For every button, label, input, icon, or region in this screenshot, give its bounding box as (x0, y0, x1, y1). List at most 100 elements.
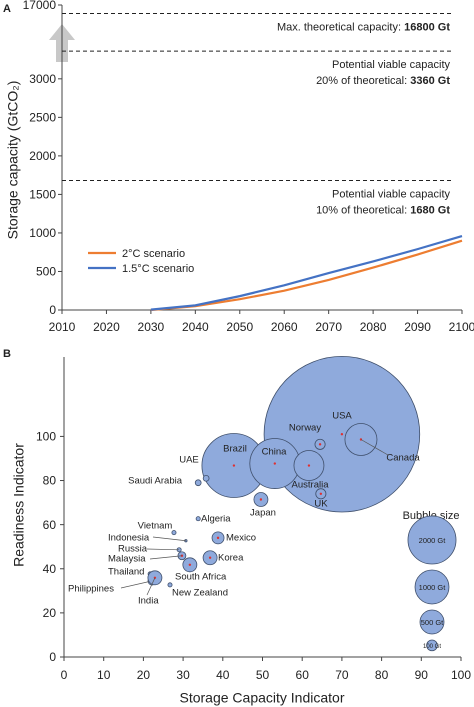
leader-line (146, 577, 156, 596)
bubble-center (232, 464, 236, 467)
y-tick-label: 3000 (29, 72, 56, 86)
y-tick-label: 2500 (29, 111, 56, 125)
size-legend-bubble (407, 515, 457, 565)
size-legend-label: 100 Gt (423, 644, 441, 650)
x-tick-label: 80 (375, 668, 389, 682)
bubble-center (307, 464, 311, 467)
x-tick-label: 0 (61, 668, 68, 682)
y-tick-label: 0 (49, 650, 56, 664)
leader-line (360, 439, 389, 456)
bubble-center (318, 443, 322, 446)
bubble-label: China (262, 447, 288, 458)
reference-annotation: 10% of theoretical: 1680 Gt (316, 204, 450, 216)
size-legend-bubble (419, 609, 445, 635)
bubble (171, 530, 177, 536)
bubble (167, 582, 173, 588)
bubble-label: Saudi Arabia (128, 476, 183, 487)
x-tick-label: 2090 (404, 320, 431, 334)
bubble-label: Brazil (223, 444, 247, 455)
x-tick-label: 2060 (271, 320, 298, 334)
size-legend-label: 500 Gt (421, 618, 444, 627)
y-tick-label: 0 (49, 303, 56, 317)
y-tick-label: 20 (43, 606, 57, 620)
bubble-label: Malaysia (108, 554, 146, 565)
bubble-label: Australia (292, 480, 330, 491)
x-tick-label: 2100 (449, 320, 474, 334)
y-tick-label: 100 (36, 430, 56, 444)
size-legend-label: 2000 Gt (419, 536, 447, 545)
bubble-label: UK (314, 499, 328, 510)
reference-annotation: Potential viable capacity (332, 59, 451, 71)
leader-line (149, 555, 182, 560)
bubble-label: Mexico (226, 533, 256, 544)
x-tick-label: 10 (97, 668, 111, 682)
bubble-label: South Africa (175, 572, 227, 583)
bubble-label: Korea (218, 553, 244, 564)
bubble-label: Thailand (108, 567, 144, 578)
x-tick-label: 2070 (315, 320, 342, 334)
x-tick-label: 70 (335, 668, 349, 682)
x-tick-label: 2020 (93, 320, 120, 334)
annotation-value: 16800 Gt (404, 21, 450, 33)
y-tick-label: 500 (36, 265, 56, 279)
annotation-text: Potential viable capacity (332, 188, 451, 200)
bubble-center (216, 536, 220, 540)
bubble-label: UAE (179, 455, 199, 466)
x-tick-label: 90 (415, 668, 429, 682)
x-tick-label: 50 (256, 668, 270, 682)
x-tick-label: 60 (296, 668, 310, 682)
bubble-label: Russia (118, 544, 148, 555)
leader-line (152, 536, 186, 542)
x-tick-label: 40 (216, 668, 230, 682)
bubble-label: Algeria (201, 514, 231, 525)
bubble-center (340, 433, 344, 436)
bubble (195, 516, 201, 522)
x-tick-label: 100 (451, 668, 471, 682)
leader-line (146, 548, 180, 551)
x-tick-label: 20 (137, 668, 151, 682)
y-tick-label: 40 (43, 562, 57, 576)
bubble-label: Canada (386, 453, 420, 464)
size-legend-bubble (426, 639, 438, 652)
bubble-label: Philippines (68, 584, 114, 595)
bubble-center (259, 498, 263, 501)
y-axis-label: Readiness Indicator (11, 443, 27, 567)
y-tick-label: 60 (43, 518, 57, 532)
panel-label: B (3, 348, 11, 360)
bubble-label: Indonesia (108, 533, 150, 544)
bubble-label: Japan (250, 508, 276, 519)
x-tick-label: 2030 (138, 320, 165, 334)
bubble-label: USA (332, 411, 352, 422)
annotation-text: 20% of theoretical: (316, 75, 407, 87)
y-tick-label: 1500 (29, 188, 56, 202)
bubble-center (319, 492, 323, 495)
x-tick-label: 30 (176, 668, 190, 682)
y-tick-label: 2000 (29, 149, 56, 163)
size-legend-label: 1000 Gt (419, 583, 447, 592)
y-tick-label: 1000 (29, 226, 56, 240)
bubble (202, 474, 210, 482)
bubble-label: Vietnam (138, 521, 173, 532)
x-tick-label: 2050 (226, 320, 253, 334)
size-legend-bubble (414, 569, 450, 605)
annotation-value: 1680 Gt (410, 204, 450, 216)
reference-annotation: 20% of theoretical: 3360 Gt (316, 75, 450, 87)
bubble-label: India (138, 596, 159, 607)
series-line (150, 239, 463, 312)
bubble (194, 479, 202, 487)
annotation-text: Potential viable capacity (332, 59, 451, 71)
bubble-label: Norway (289, 423, 321, 434)
x-tick-label: 2040 (182, 320, 209, 334)
y-axis-label: Storage capacity (GtCO₂) (5, 81, 21, 240)
panel-label: A (3, 3, 11, 15)
x-tick-label: 2010 (49, 320, 76, 334)
reference-annotation: Potential viable capacity (332, 188, 451, 200)
legend-label: 1.5°C scenario (122, 263, 194, 275)
y-tick-label: 80 (43, 474, 57, 488)
reference-annotation: Max. theoretical capacity: 16800 Gt (277, 21, 450, 33)
bubble-center (188, 563, 192, 566)
annotation-text: Max. theoretical capacity: (277, 21, 401, 33)
bubble-label: New Zealand (172, 588, 228, 599)
leader-line (120, 580, 153, 589)
